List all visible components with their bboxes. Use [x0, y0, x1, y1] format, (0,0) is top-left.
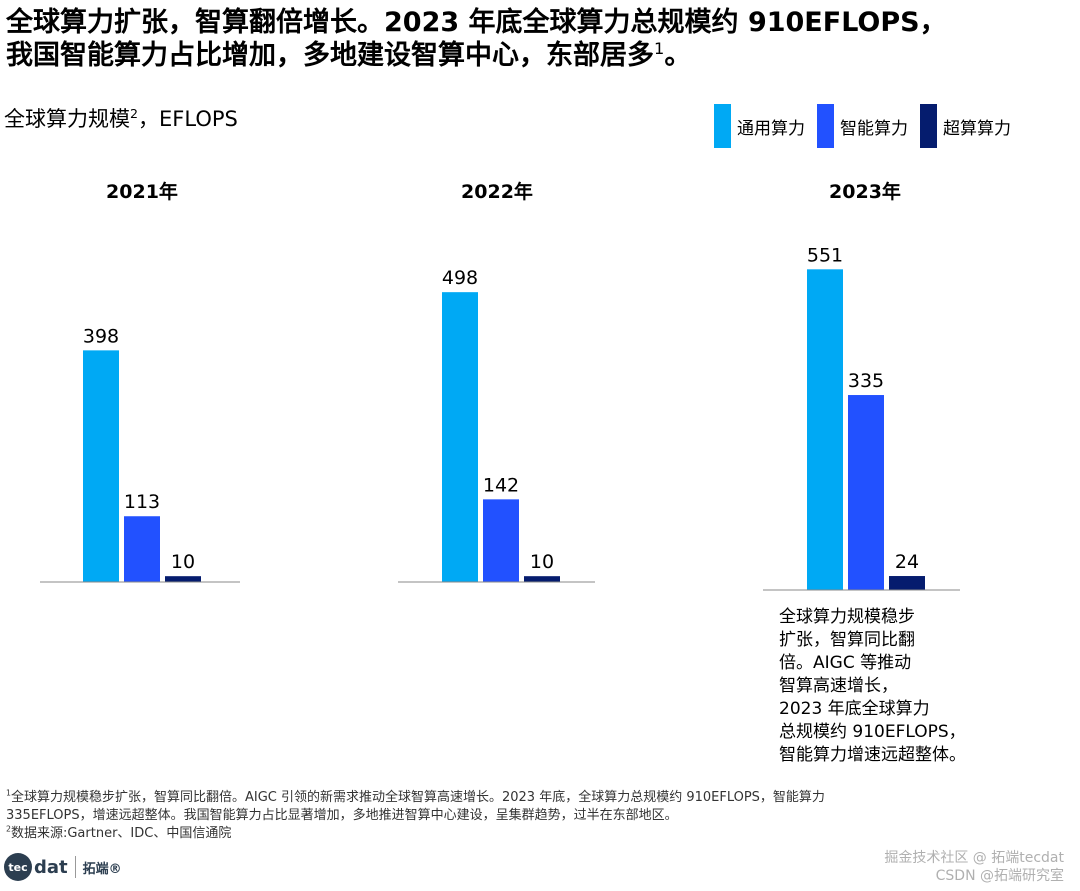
data-label: 498: [442, 267, 478, 289]
bar: [524, 576, 560, 582]
chart-note: 全球算力规模稳步 扩张，智算同比翻 倍。AIGC 等推动 智算高速增长， 2023 年底…: [779, 606, 1019, 767]
logo-chinese: 拓端®: [82, 861, 122, 877]
data-label: 10: [530, 551, 554, 573]
bar: [889, 576, 925, 590]
logo-circle: tec: [4, 853, 32, 881]
headline: 全球算力扩张，智算翻倍增长。2023 年底全球算力总规模约 910EFLOPS，…: [6, 6, 1074, 72]
footnote-2-text: 数据来源:Gartner、IDC、中国信通院: [10, 826, 232, 841]
bar: [442, 292, 478, 582]
legend-label: 智能算力: [840, 118, 908, 139]
data-label: 24: [895, 551, 919, 573]
note-line-4: 2023 年底全球算力: [779, 699, 930, 719]
note-line-1: 扩张，智算同比翻: [779, 630, 915, 650]
watermark-line-2: CSDN @拓端研究室: [935, 868, 1064, 884]
logo-divider: [74, 856, 76, 878]
bar: [483, 499, 519, 582]
headline-line-2-text: 我国智能算力占比增加，多地建设智算中心，东部居多: [6, 40, 654, 71]
chart-title-unit: ，EFLOPS: [138, 107, 238, 131]
data-label: 398: [83, 325, 119, 347]
footnote-2: 2数据来源:Gartner、IDC、中国信通院: [6, 825, 825, 843]
bar: [807, 269, 843, 590]
legend-swatch: [817, 104, 834, 148]
bar: [83, 350, 119, 582]
chart-title: 全球算力规模2，EFLOPS: [4, 103, 238, 133]
legend-label: 通用算力: [737, 118, 805, 139]
footnote-1-text: 全球算力规模稳步扩张，智算同比翻倍。AIGC 引领的新需求推动全球智算高速增长。…: [10, 790, 825, 805]
note-line-3: 智算高速增长，: [779, 676, 898, 696]
headline-line-1: 全球算力扩张，智算翻倍增长。2023 年底全球算力总规模约 910EFLOPS，: [6, 7, 947, 38]
watermark: 掘金技术社区 @ 拓端tecdat CSDN @拓端研究室: [884, 849, 1064, 885]
chart-title-text: 全球算力规模: [4, 107, 130, 131]
bar-chart: 2021年 398 113 10 2022年 498 142 10 2023年 551 335 24: [40, 180, 960, 591]
logo-word: dat: [34, 856, 68, 878]
headline-footnote-mark: 1: [654, 39, 665, 58]
data-label: 551: [807, 244, 843, 266]
footnotes: 1全球算力规模稳步扩张，智算同比翻倍。AIGC 引领的新需求推动全球智算高速增长…: [6, 789, 825, 843]
footnote-2-mark: 2: [6, 824, 11, 834]
bar: [124, 516, 160, 582]
headline-line-2: 我国智能算力占比增加，多地建设智算中心，东部居多1。: [6, 39, 1074, 72]
footnote-1-line-2: 335EFLOPS，增速远超整体。我国智能算力占比显著增加，多地推进智算中心建设…: [6, 808, 678, 823]
bar: [165, 576, 201, 582]
data-label: 335: [848, 370, 884, 392]
note-line-6: 智能算力增速远超整体。: [779, 745, 966, 765]
chart-legend: 通用算力 智能算力 超算算力: [714, 104, 1023, 148]
footnote-1-line-1: 1全球算力规模稳步扩张，智算同比翻倍。AIGC 引领的新需求推动全球智算高速增长…: [6, 789, 825, 807]
group-label: 2023年: [829, 180, 901, 203]
legend-item-0: 通用算力: [714, 104, 805, 148]
tecdat-logo: tec dat 拓端®: [4, 853, 122, 881]
group-label: 2022年: [461, 180, 533, 203]
headline-line-2-end: 。: [664, 40, 692, 71]
note-line-2: 倍。AIGC 等推动: [779, 653, 912, 673]
footnote-1-mark: 1: [6, 788, 11, 798]
data-label: 10: [171, 551, 195, 573]
data-label: 113: [124, 491, 160, 513]
data-label: 142: [483, 474, 519, 496]
watermark-line-1: 掘金技术社区 @ 拓端tecdat: [884, 850, 1064, 866]
note-line-0: 全球算力规模稳步: [779, 607, 915, 627]
note-line-5: 总规模约 910EFLOPS，: [779, 722, 966, 742]
legend-swatch: [920, 104, 937, 148]
legend-item-1: 智能算力: [817, 104, 908, 148]
chart-title-footnote-mark: 2: [130, 106, 139, 121]
legend-item-2: 超算算力: [920, 104, 1011, 148]
group-label: 2021年: [106, 180, 178, 203]
legend-swatch: [714, 104, 731, 148]
legend-label: 超算算力: [943, 118, 1011, 139]
bar: [848, 395, 884, 590]
